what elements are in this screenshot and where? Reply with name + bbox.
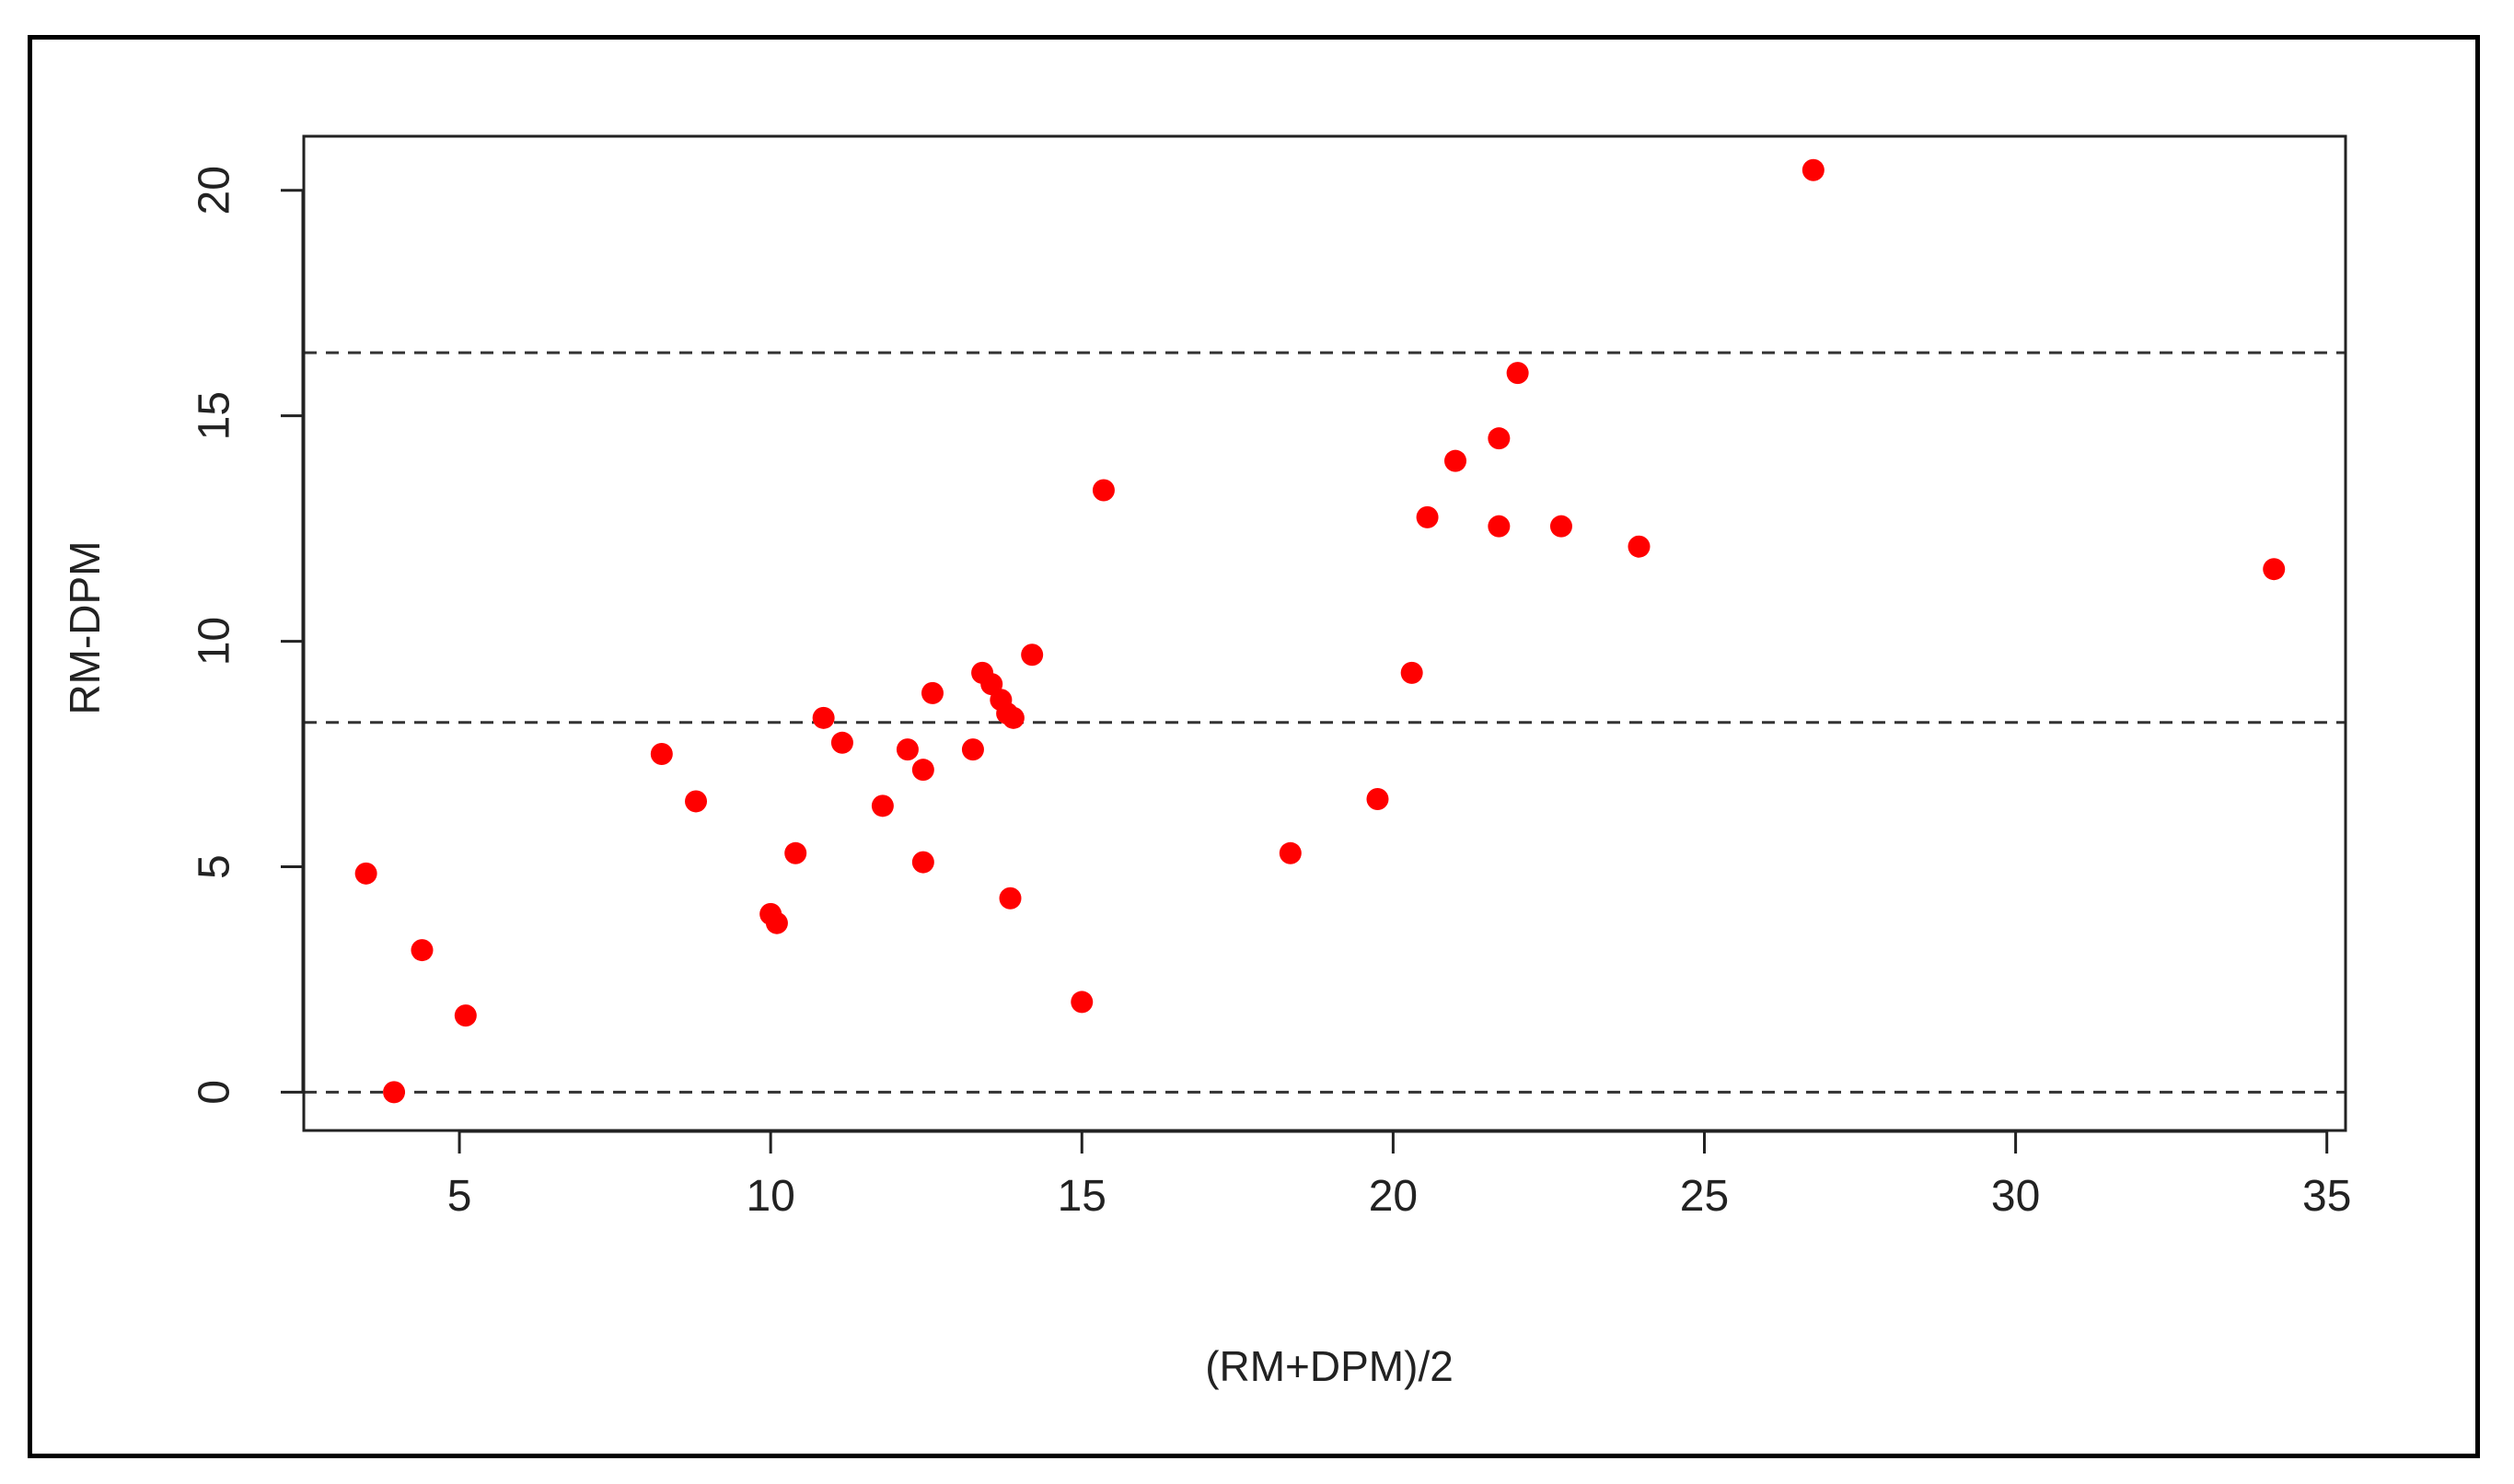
y-axis-label: RM-DPM: [61, 540, 109, 714]
y-axis: 0 5 10 15 20: [191, 166, 305, 1105]
data-point: [2263, 558, 2286, 581]
data-points: [354, 158, 2286, 1104]
data-point: [921, 681, 944, 704]
data-point: [1366, 788, 1389, 810]
data-point: [1400, 661, 1423, 684]
data-point: [650, 743, 673, 766]
data-point: [685, 790, 708, 813]
x-tick-label: 20: [1369, 1172, 1418, 1221]
x-tick-label: 25: [1680, 1172, 1729, 1221]
x-tick-label: 35: [2302, 1172, 2351, 1221]
y-tick-label: 15: [191, 391, 239, 440]
data-point: [1279, 841, 1302, 864]
plot-area-border: [302, 134, 2347, 1132]
data-point: [454, 1004, 477, 1027]
data-point: [1444, 449, 1467, 472]
data-point: [1071, 991, 1094, 1014]
data-point: [784, 841, 807, 864]
data-point: [354, 862, 377, 885]
reference-lines: [304, 351, 2346, 1094]
data-point: [411, 939, 434, 962]
y-tick-label: 10: [191, 617, 239, 666]
x-tick-label: 15: [1058, 1172, 1106, 1221]
x-tick-label: 5: [447, 1172, 472, 1221]
figure-frame: [28, 35, 2480, 1458]
data-point: [1021, 643, 1044, 667]
x-tick-label: 30: [1991, 1172, 2040, 1221]
y-tick-label: 20: [191, 166, 239, 214]
data-point: [1506, 362, 1529, 385]
data-point: [911, 759, 934, 782]
y-tick-label: 5: [191, 854, 239, 879]
data-point: [896, 738, 919, 761]
data-point: [999, 887, 1022, 910]
data-point: [1802, 158, 1825, 181]
data-point: [1488, 427, 1511, 450]
data-point: [1488, 515, 1511, 538]
data-point: [1549, 515, 1572, 538]
x-tick-label: 10: [746, 1172, 794, 1221]
data-point: [961, 738, 984, 761]
data-point: [1628, 535, 1651, 558]
data-point: [383, 1081, 406, 1104]
data-point: [1002, 706, 1025, 729]
y-tick-label: 0: [191, 1080, 239, 1105]
x-axis-label: (RM+DPM)/2: [1205, 1342, 1454, 1390]
data-point: [911, 851, 934, 874]
data-point: [830, 731, 853, 754]
data-point: [765, 911, 788, 934]
data-point: [1416, 505, 1439, 528]
data-point: [812, 706, 835, 729]
data-point: [871, 794, 894, 817]
data-point: [1092, 479, 1115, 502]
x-axis: 5 10 15 20 25 30 35: [447, 1130, 2351, 1221]
